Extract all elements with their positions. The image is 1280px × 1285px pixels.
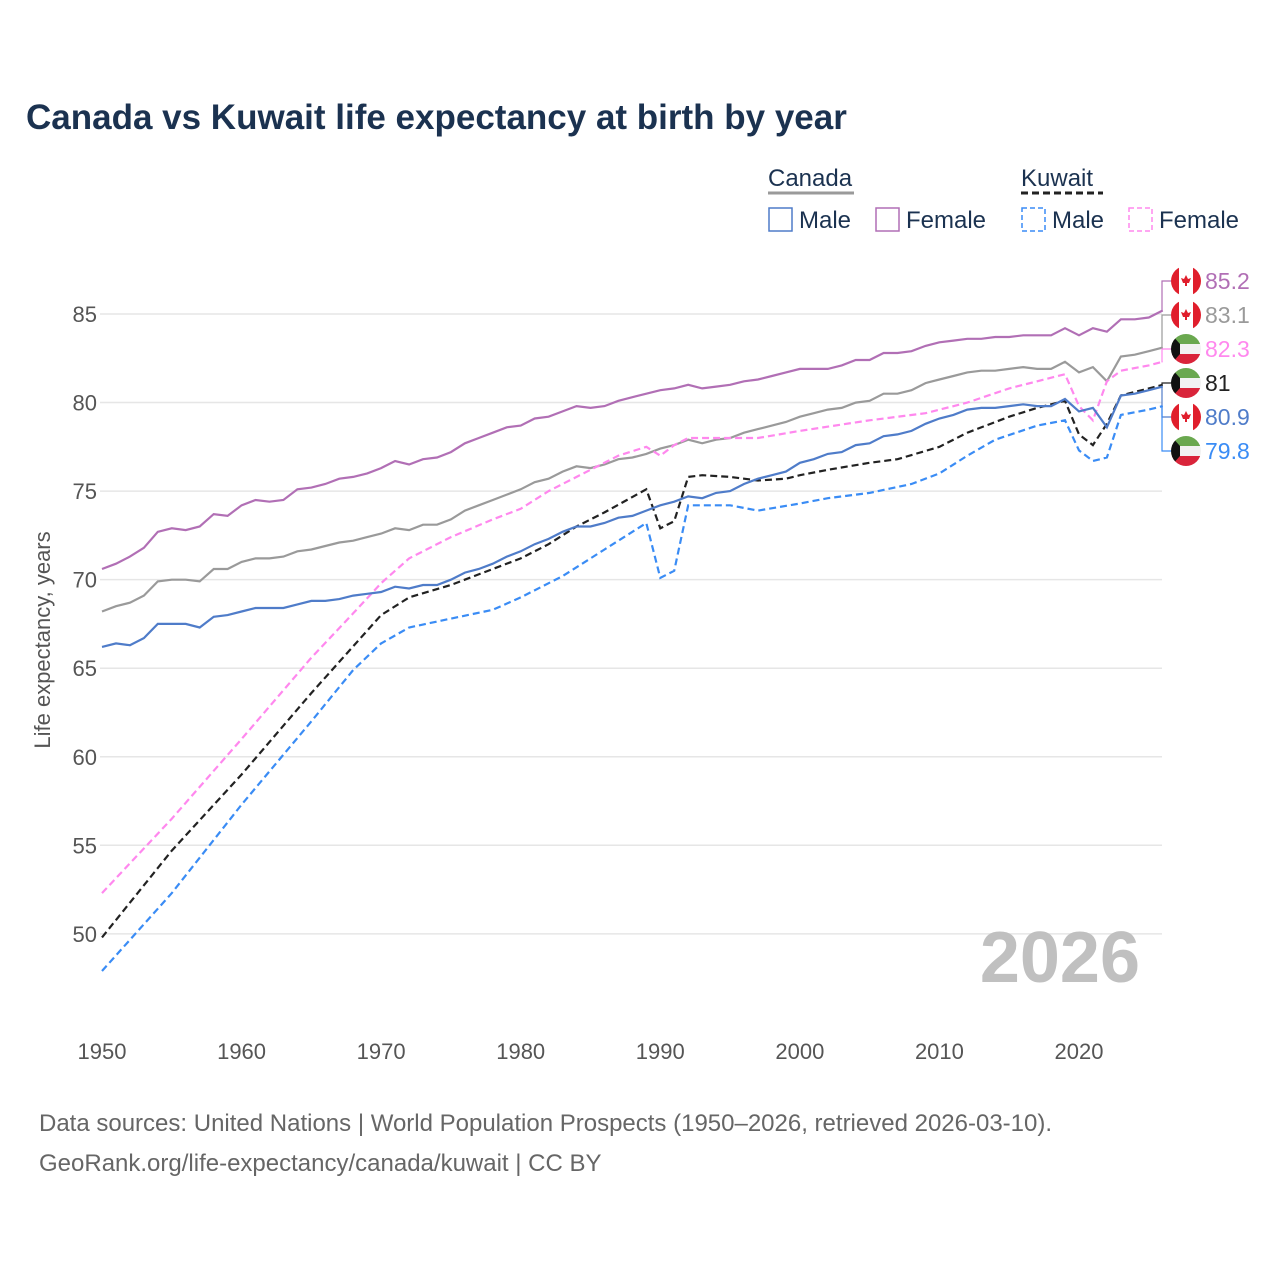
- end-label-kuwait-total: 81: [1205, 370, 1231, 396]
- legend-canada-male-swatch: [768, 207, 793, 232]
- end-labels: 85.2 83.1 82.3 81 80.9 79.8: [1161, 266, 1250, 466]
- legend-kuwait-female-swatch: [1128, 207, 1153, 232]
- end-label-kuwait-male: 79.8: [1205, 438, 1250, 464]
- y-axis-label: Life expectancy, years: [30, 531, 55, 748]
- y-tick-55: 55: [73, 833, 97, 858]
- end-label-canada-total: 83.1: [1205, 302, 1250, 328]
- connector-canada-female: [1161, 280, 1172, 312]
- y-tick-70: 70: [73, 568, 97, 593]
- end-label-canada-female: 85.2: [1205, 268, 1250, 294]
- chart-title: Canada vs Kuwait life expectancy at birt…: [26, 98, 847, 137]
- legend-kuwait-male: Male: [1052, 207, 1104, 234]
- y-tick-80: 80: [73, 391, 97, 416]
- x-tick-2000: 2000: [775, 1039, 824, 1064]
- y-tick-85: 85: [73, 302, 97, 327]
- watermark-year: 2026: [980, 918, 1140, 998]
- series-line-kuwait-total: [101, 383, 1163, 939]
- y-axis: 50 55 60 65 70 75 80 85: [73, 302, 97, 947]
- legend-canada-female: Female: [906, 207, 986, 234]
- connector-canada-total: [1161, 314, 1172, 349]
- series-line-kuwait-male: [101, 405, 1163, 972]
- end-label-canada-male: 80.9: [1205, 404, 1250, 430]
- x-tick-2010: 2010: [915, 1039, 964, 1064]
- series-line-canada-total: [101, 346, 1163, 613]
- y-tick-75: 75: [73, 479, 97, 504]
- series-line-canada-female: [101, 309, 1164, 571]
- legend-group-canada: Canada: [768, 165, 853, 192]
- y-tick-60: 60: [73, 745, 97, 770]
- kuwait-flag-icon: [1171, 368, 1201, 398]
- gridlines: [100, 313, 1162, 935]
- y-tick-65: 65: [73, 656, 97, 681]
- x-tick-1990: 1990: [636, 1039, 685, 1064]
- y-tick-50: 50: [73, 922, 97, 947]
- x-tick-1950: 1950: [78, 1039, 127, 1064]
- series-line-canada-male: [101, 385, 1163, 648]
- legend-kuwait-female: Female: [1159, 207, 1239, 234]
- canada-flag-icon: [1171, 402, 1201, 432]
- x-tick-1970: 1970: [357, 1039, 406, 1064]
- legend-kuwait-male-swatch: [1021, 207, 1046, 232]
- x-axis: 1950 1960 1970 1980 1990 2000 2010 2020: [78, 1039, 1104, 1064]
- source-line-2: GeoRank.org/life-expectancy/canada/kuwai…: [39, 1150, 602, 1177]
- kuwait-flag-icon: [1171, 436, 1201, 466]
- connector-kuwait-female: [1161, 348, 1172, 363]
- kuwait-flag-icon: [1171, 334, 1201, 364]
- connector-kuwait-male: [1161, 405, 1172, 452]
- x-tick-1960: 1960: [217, 1039, 266, 1064]
- canada-flag-icon: [1171, 300, 1201, 330]
- legend-canada-female-swatch: [875, 207, 900, 232]
- legend-canada-male: Male: [799, 207, 851, 234]
- x-tick-2020: 2020: [1055, 1039, 1104, 1064]
- legend: Canada Male Female Kuwait Male Female: [768, 165, 1239, 234]
- source-line-1: Data sources: United Nations | World Pop…: [39, 1110, 1052, 1137]
- connector-canada-male: [1161, 386, 1172, 418]
- canada-flag-icon: [1171, 266, 1201, 296]
- end-label-kuwait-female: 82.3: [1205, 336, 1250, 362]
- series-line-kuwait-female: [101, 360, 1163, 894]
- series-lines: [101, 309, 1164, 972]
- legend-group-kuwait: Kuwait: [1021, 165, 1093, 192]
- connector-kuwait-total: [1161, 382, 1172, 386]
- x-tick-1980: 1980: [496, 1039, 545, 1064]
